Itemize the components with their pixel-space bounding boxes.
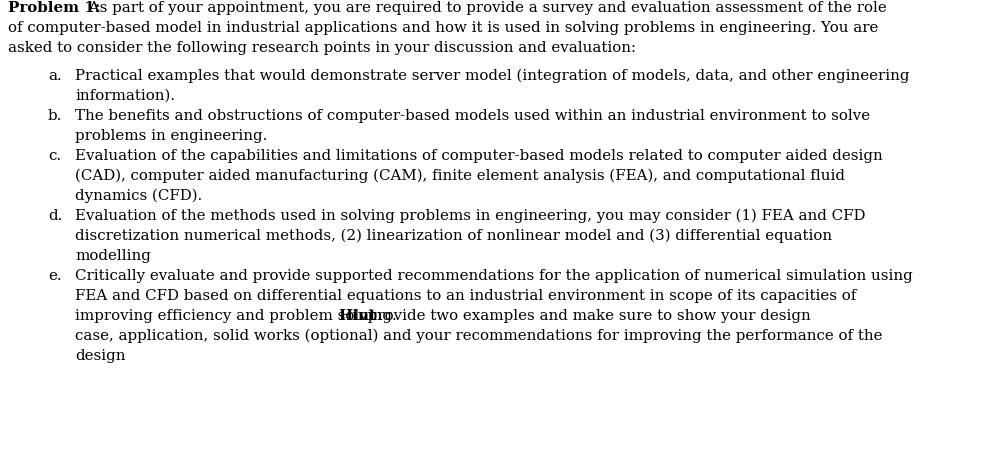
Text: provide two examples and make sure to show your design: provide two examples and make sure to sh… [363,309,811,323]
Text: a.: a. [48,69,62,83]
Text: problems in engineering.: problems in engineering. [75,129,267,143]
Text: FEA and CFD based on differential equations to an industrial environment in scop: FEA and CFD based on differential equati… [75,289,856,303]
Text: Evaluation of the methods used in solving problems in engineering, you may consi: Evaluation of the methods used in solvin… [75,209,866,223]
Text: b.: b. [48,109,63,123]
Text: discretization numerical methods, (2) linearization of nonlinear model and (3) d: discretization numerical methods, (2) li… [75,229,832,243]
Text: case, application, solid works (optional) and your recommendations for improving: case, application, solid works (optional… [75,329,883,343]
Text: of computer-based model in industrial applications and how it is used in solving: of computer-based model in industrial ap… [8,21,879,35]
Text: c.: c. [48,149,62,163]
Text: As part of your appointment, you are required to provide a survey and evaluation: As part of your appointment, you are req… [84,1,887,15]
Text: e.: e. [48,269,62,283]
Text: (CAD), computer aided manufacturing (CAM), finite element analysis (FEA), and co: (CAD), computer aided manufacturing (CAM… [75,169,845,183]
Text: Problem 1:: Problem 1: [8,1,100,15]
Text: Hint: Hint [338,309,376,323]
Text: information).: information). [75,89,175,103]
Text: The benefits and obstructions of computer-based models used within an industrial: The benefits and obstructions of compute… [75,109,870,123]
Text: dynamics (CFD).: dynamics (CFD). [75,189,203,203]
Text: Critically evaluate and provide supported recommendations for the application of: Critically evaluate and provide supporte… [75,269,913,283]
Text: Evaluation of the capabilities and limitations of computer-based models related : Evaluation of the capabilities and limit… [75,149,883,163]
Text: Practical examples that would demonstrate server model (integration of models, d: Practical examples that would demonstrat… [75,69,910,83]
Text: design: design [75,349,125,363]
Text: modelling: modelling [75,249,151,263]
Text: d.: d. [48,209,63,223]
Text: asked to consider the following research points in your discussion and evaluatio: asked to consider the following research… [8,41,636,55]
Text: improving efficiency and problem solving.: improving efficiency and problem solving… [75,309,401,323]
